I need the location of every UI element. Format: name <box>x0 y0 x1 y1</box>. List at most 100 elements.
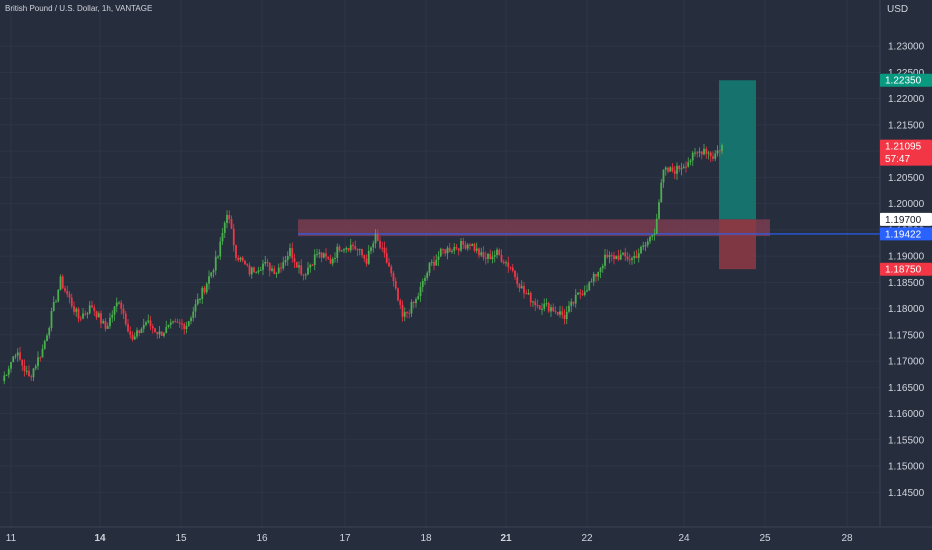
candle-body <box>23 365 26 372</box>
candle <box>471 243 474 247</box>
candle-body <box>3 375 6 382</box>
candle <box>505 260 507 267</box>
candle <box>556 311 559 317</box>
candle <box>19 346 21 361</box>
candle-body <box>561 311 564 316</box>
candle-body <box>610 255 613 257</box>
candle <box>721 143 723 155</box>
candle-body <box>313 254 316 266</box>
candle-body <box>415 299 417 304</box>
candle-body <box>30 376 33 378</box>
candle <box>581 290 584 297</box>
candle-body <box>68 294 71 298</box>
candle-body <box>253 267 255 273</box>
candle <box>626 251 629 262</box>
candle-body <box>160 331 163 336</box>
candle <box>669 166 672 172</box>
candle-body <box>52 302 55 311</box>
candle-body <box>95 311 98 318</box>
candle <box>451 248 453 254</box>
candle <box>169 318 172 329</box>
price-tick-label: 1.17500 <box>888 330 925 341</box>
candle-body <box>599 268 602 272</box>
candle-body <box>48 327 51 336</box>
candle <box>619 249 622 261</box>
candle <box>491 251 494 264</box>
candle <box>484 251 487 265</box>
currency-label[interactable]: USD <box>887 4 909 15</box>
price-tick-label: 1.22000 <box>888 94 925 105</box>
candle <box>651 234 654 241</box>
candle-body <box>691 152 694 161</box>
candle-body <box>50 310 53 328</box>
candle-body <box>577 292 579 295</box>
candle <box>417 292 420 300</box>
time-tick-label: 24 <box>678 533 690 544</box>
candle-body <box>424 277 426 281</box>
candle-body <box>239 257 242 260</box>
candle-body <box>32 368 35 378</box>
time-tick-label: 14 <box>94 533 106 544</box>
price-label-countdown: 57:47 <box>885 154 910 165</box>
candle <box>172 320 174 324</box>
candle <box>703 143 705 156</box>
candle <box>334 252 336 263</box>
candle <box>192 306 195 322</box>
candle <box>217 255 219 259</box>
candle-body <box>482 252 485 258</box>
candle-body <box>358 249 361 251</box>
candle <box>100 310 102 329</box>
candle <box>696 151 699 158</box>
candle <box>208 270 210 290</box>
price-tick-label: 1.16500 <box>888 383 925 394</box>
candle <box>496 247 498 259</box>
candle <box>57 288 60 303</box>
candle <box>457 248 460 256</box>
candle-body <box>329 258 332 264</box>
candle-body <box>676 165 678 174</box>
candle-body <box>316 253 318 255</box>
candle <box>145 320 147 327</box>
candle <box>77 307 80 323</box>
candle-body <box>457 248 460 251</box>
candle <box>498 248 501 256</box>
candle <box>559 305 561 318</box>
candle <box>262 259 264 276</box>
candle <box>322 252 325 259</box>
candle <box>507 256 510 273</box>
candle <box>106 322 109 329</box>
candle-body <box>268 262 271 271</box>
candle <box>680 162 683 176</box>
candle-body <box>545 303 548 305</box>
candle-body <box>46 335 48 342</box>
candle <box>95 310 98 320</box>
supply-zone <box>298 219 770 237</box>
price-label-box <box>880 212 932 226</box>
candle-body <box>275 272 278 274</box>
candle <box>563 309 566 325</box>
candle <box>370 246 372 255</box>
candle <box>131 331 134 342</box>
candle <box>635 249 638 259</box>
candle-body <box>484 257 487 259</box>
candle-body <box>586 290 588 292</box>
candle <box>320 251 323 263</box>
candle-body <box>651 234 654 237</box>
candle-body <box>327 256 330 259</box>
candle-body <box>473 244 476 251</box>
candle <box>613 251 615 265</box>
candle-body <box>208 276 210 284</box>
candle-body <box>145 322 147 325</box>
candle-body <box>700 151 703 155</box>
candle <box>142 318 145 333</box>
candle <box>586 284 588 293</box>
candle-body <box>302 274 305 276</box>
candle-body <box>658 202 660 219</box>
candle-body <box>185 325 188 329</box>
candle-body <box>295 261 298 268</box>
price-label-target: 1.22350 <box>880 73 932 87</box>
candle-body <box>376 233 379 241</box>
candle <box>374 229 377 249</box>
candle-body <box>619 254 622 260</box>
